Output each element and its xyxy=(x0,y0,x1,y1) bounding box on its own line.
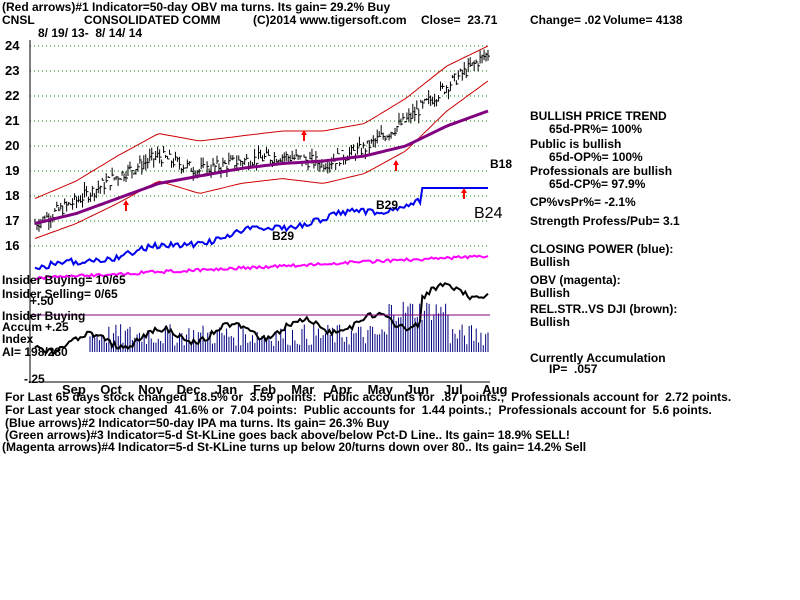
accum-label: Accum xyxy=(2,320,43,334)
b29-annotation: B29 xyxy=(376,198,399,212)
b18-annotation: B18 xyxy=(490,157,513,171)
month-mar: Mar xyxy=(291,382,315,397)
indicator-1-label: (Red arrows)#1 Indicator=50-day OBV ma t… xyxy=(2,0,391,14)
obv-state: Bullish xyxy=(530,286,571,300)
ip-value: IP= .057 xyxy=(549,362,598,376)
accum-plus-25: +.25 xyxy=(45,320,69,334)
month-aug: Aug xyxy=(482,382,508,397)
y-tick-21: 21 xyxy=(5,113,20,128)
indicator-3-label: (Green arrows)#3 Indicator=5-d St-KLine … xyxy=(5,428,570,442)
close-value: Close= 23.71 xyxy=(421,13,498,27)
insider-buying-pct: Insider Buying= 10/65 xyxy=(2,273,126,287)
y-tick-22: 22 xyxy=(5,88,20,103)
price-gridlines xyxy=(30,45,490,247)
indicator-lines xyxy=(34,45,489,357)
op-value: 65d-OP%= 100% xyxy=(549,150,643,164)
strength-value: Strength Profess/Pub= 3.1 xyxy=(530,214,680,228)
indicator-2-label: (Blue arrows)#2 Indicator=50-day IPA ma … xyxy=(5,416,390,430)
month-sep: Sep xyxy=(62,382,86,397)
closing-power-line xyxy=(34,187,488,271)
month-may: May xyxy=(367,382,393,397)
relstr-label: REL.STR..VS DJI (brown): xyxy=(530,302,678,316)
signal-arrows xyxy=(123,130,467,211)
professionals-status: Professionals are bullish xyxy=(530,164,673,178)
month-apr: Apr xyxy=(329,382,352,397)
y-tick-17: 17 xyxy=(5,213,20,228)
volume-value: Volume= 4138 xyxy=(603,13,683,27)
month-dec: Dec xyxy=(176,382,201,397)
relstr-state: Bullish xyxy=(530,315,571,329)
obv-label: OBV (magenta): xyxy=(530,273,621,287)
obv-line xyxy=(34,254,489,281)
accumulation-histogram xyxy=(89,301,489,352)
relative-strength-line xyxy=(34,282,489,357)
copyright: (C)2014 www.tigersoft.com xyxy=(253,13,407,27)
month-nov: Nov xyxy=(138,382,163,397)
closing-power-state: Bullish xyxy=(530,255,571,269)
y-tick-16: 16 xyxy=(5,238,20,253)
footer-last-year: For Last year stock changed 41.6% or 7.0… xyxy=(5,403,712,417)
b24-annotation: B24 xyxy=(474,205,503,222)
buy-arrow xyxy=(461,188,467,199)
footer-65-days: For Last 65 days stock changed 18.5% or … xyxy=(5,390,732,404)
cpvspr-value: CP%vsPr%= -2.1% xyxy=(530,195,636,209)
symbol: CNSL xyxy=(2,13,35,27)
y-tick-18: 18 xyxy=(5,188,20,203)
minus-25-label: -.25 xyxy=(24,372,45,386)
b29-low-annotation: B29 xyxy=(272,229,295,243)
lower-band-line xyxy=(34,80,489,239)
ai-value: AI= 198/280 xyxy=(2,345,68,359)
company-name: CONSOLIDATED COMM xyxy=(84,13,221,27)
accumulation-status: Currently Accumulation xyxy=(530,351,666,365)
cp-value: 65d-CP%= 97.9% xyxy=(549,177,646,191)
pr-value: 65d-PR%= 100% xyxy=(549,122,643,136)
month-oct: Oct xyxy=(100,382,122,397)
public-status: Public is bullish xyxy=(530,137,622,151)
change-value: Change= .02 xyxy=(530,13,602,27)
y-tick-20: 20 xyxy=(5,138,20,153)
date-range: 8/ 19/ 13- 8/ 14/ 14 xyxy=(38,26,143,40)
trend-title: BULLISH PRICE TREND xyxy=(530,109,667,123)
insider-selling-pct: Insider Selling= 0/65 xyxy=(2,287,118,301)
buy-arrow xyxy=(393,160,399,171)
buy-arrow xyxy=(301,130,307,141)
moving-average-line xyxy=(34,109,489,225)
month-jun: Jun xyxy=(405,382,429,397)
upper-band-line xyxy=(34,45,489,199)
insider-buying-label: Insider Buying xyxy=(2,309,86,323)
y-tick-24: 24 xyxy=(5,38,20,53)
month-feb: Feb xyxy=(253,382,277,397)
indicator-4-label: (Magenta arrows)#4 Indicator=5-d St-KLin… xyxy=(2,440,587,454)
y-tick-23: 23 xyxy=(5,63,20,78)
month-jan: Jan xyxy=(214,382,238,397)
index-label: Index xyxy=(2,332,34,346)
plus-50-label: +.50 xyxy=(30,294,54,308)
y-tick-19: 19 xyxy=(5,163,20,178)
buy-arrow xyxy=(123,200,129,211)
closing-power-label: CLOSING POWER (blue): xyxy=(530,242,674,256)
month-jul: Jul xyxy=(444,382,463,397)
